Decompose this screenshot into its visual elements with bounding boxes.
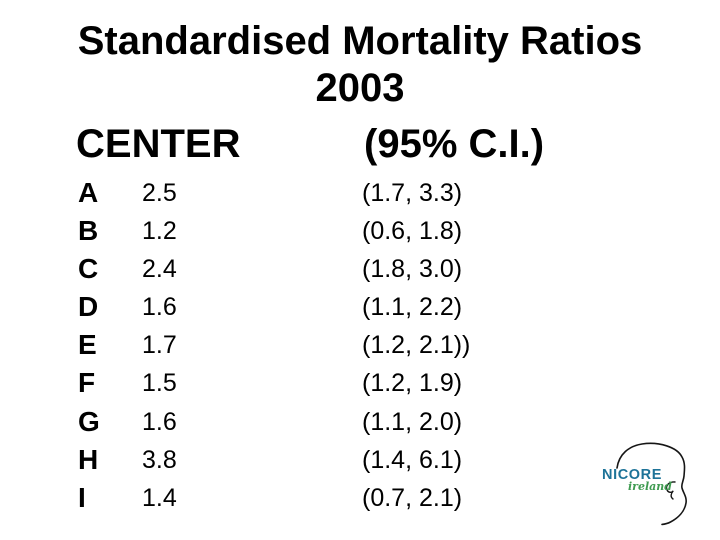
center-cell: I	[78, 481, 86, 513]
ci-cell: (0.6, 1.8)	[362, 217, 463, 246]
ci-cell: (0.7, 2.1)	[362, 483, 463, 512]
smr-table: A 2.5 (1.7, 3.3) B 1.2 (0.6, 1.8) C 2.4 …	[0, 174, 720, 517]
smr-cell: 3.8	[142, 445, 177, 474]
table-row: G 1.6 (1.1, 2.0)	[0, 403, 720, 441]
center-cell: A	[78, 177, 99, 208]
ci-cell: (1.1, 2.2)	[362, 293, 463, 322]
center-cell: G	[78, 405, 100, 437]
table-header-center: CENTER	[76, 122, 241, 166]
smr-cell: 1.5	[142, 369, 177, 398]
table-row: H 3.8 (1.4, 6.1)	[0, 441, 720, 479]
center-cell: E	[78, 329, 97, 361]
page-title: Standardised Mortality Ratios 2003	[0, 18, 720, 112]
baby-head-icon	[616, 442, 687, 526]
ci-cell: (1.7, 3.3)	[362, 179, 463, 207]
table-row: C 2.4 (1.8, 3.0)	[0, 250, 720, 288]
center-cell: D	[78, 291, 99, 323]
center-cell: C	[78, 253, 99, 285]
center-cell: B	[78, 215, 99, 247]
table-row: I 1.4 (0.7, 2.1)	[0, 479, 720, 517]
table-row: B 1.2 (0.6, 1.8)	[0, 212, 720, 250]
smr-cell: 1.7	[142, 331, 177, 360]
table-header-ci: (95% C.I.)	[364, 122, 545, 166]
table-row: A 2.5 (1.7, 3.3)	[0, 174, 720, 212]
smr-cell: 2.5	[142, 179, 177, 207]
smr-cell: 1.6	[142, 293, 177, 322]
logo-subtext: ireland	[628, 480, 672, 493]
smr-cell: 1.4	[142, 483, 177, 512]
table-row: D 1.6 (1.1, 2.2)	[0, 288, 720, 326]
smr-cell: 1.2	[142, 217, 177, 246]
ci-cell: (1.8, 3.0)	[362, 255, 463, 284]
table-row: F 1.5 (1.2, 1.9)	[0, 364, 720, 402]
center-cell: H	[78, 443, 99, 475]
table-row: E 1.7 (1.2, 2.1))	[0, 326, 720, 364]
center-cell: F	[78, 367, 96, 399]
ci-cell: (1.4, 6.1)	[362, 445, 463, 474]
table-header: CENTER (95% C.I.)	[0, 122, 720, 166]
ci-cell: (1.2, 2.1))	[362, 331, 471, 360]
smr-cell: 1.6	[142, 407, 177, 436]
ci-cell: (1.2, 1.9)	[362, 369, 463, 398]
ci-cell: (1.1, 2.0)	[362, 407, 463, 436]
logo-name-text: NICORE	[602, 467, 662, 483]
page-title-line1: Standardised Mortality Ratios	[77, 19, 643, 63]
nicore-logo: NICORE ireland	[585, 435, 720, 540]
smr-cell: 2.4	[142, 255, 177, 284]
page-title-line2: 2003	[315, 66, 405, 110]
